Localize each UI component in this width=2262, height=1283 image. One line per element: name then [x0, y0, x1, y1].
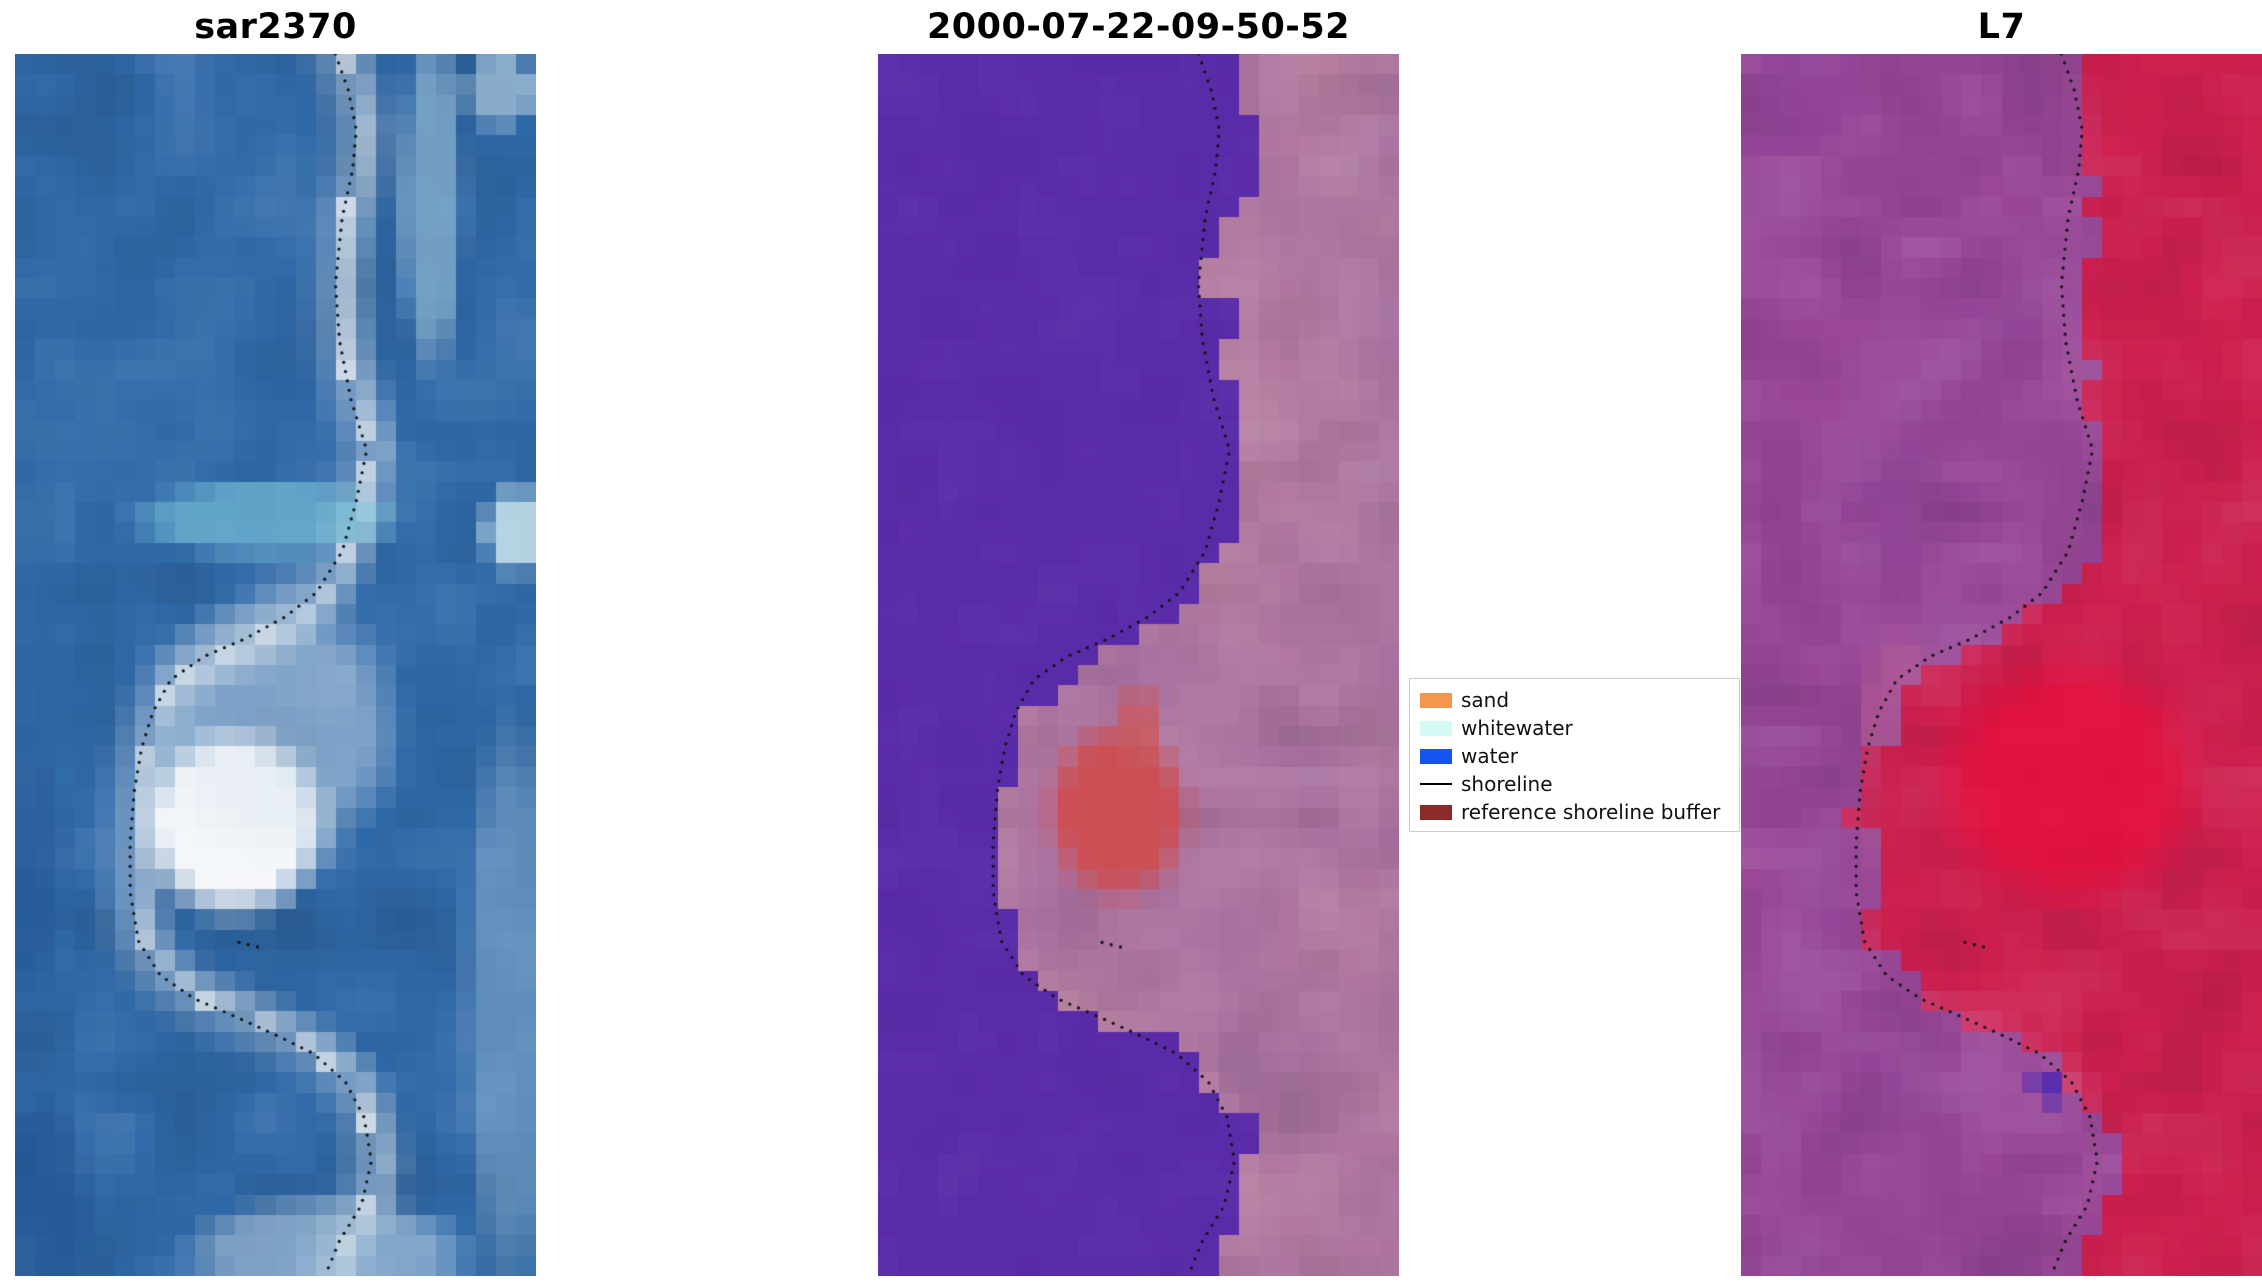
legend-item-water: water	[1420, 742, 1729, 770]
legend-label-shoreline: shoreline	[1461, 772, 1553, 796]
sand-swatch	[1420, 692, 1452, 708]
legend-item-whitewater: whitewater	[1420, 714, 1729, 742]
legend-label-reference-buffer: reference shoreline buffer	[1461, 800, 1721, 824]
panel-title-l7: L7	[1977, 7, 2026, 47]
legend-item-sand: sand	[1420, 686, 1729, 714]
legend: sand whitewater water shoreline referenc…	[1409, 678, 1740, 832]
panel-l7: L7	[1741, 0, 2262, 1276]
classification-image	[878, 54, 1399, 1276]
panel-classified: 2000-07-22-09-50-52	[878, 0, 1399, 1276]
l7-image	[1741, 54, 2262, 1276]
legend-item-shoreline: shoreline	[1420, 770, 1729, 798]
reference-buffer-swatch	[1420, 804, 1452, 820]
legend-item-reference-buffer: reference shoreline buffer	[1420, 798, 1729, 826]
panel-title-sar2370: sar2370	[194, 7, 357, 47]
sar2370-image	[15, 54, 536, 1276]
panel-sar2370: sar2370	[15, 0, 536, 1276]
legend-label-sand: sand	[1461, 688, 1510, 712]
legend-label-water: water	[1461, 744, 1518, 768]
panel-title-classified: 2000-07-22-09-50-52	[926, 7, 1351, 47]
water-swatch	[1420, 748, 1452, 764]
whitewater-swatch	[1420, 720, 1452, 736]
shoreline-line-swatch	[1420, 783, 1452, 785]
legend-label-whitewater: whitewater	[1461, 716, 1573, 740]
